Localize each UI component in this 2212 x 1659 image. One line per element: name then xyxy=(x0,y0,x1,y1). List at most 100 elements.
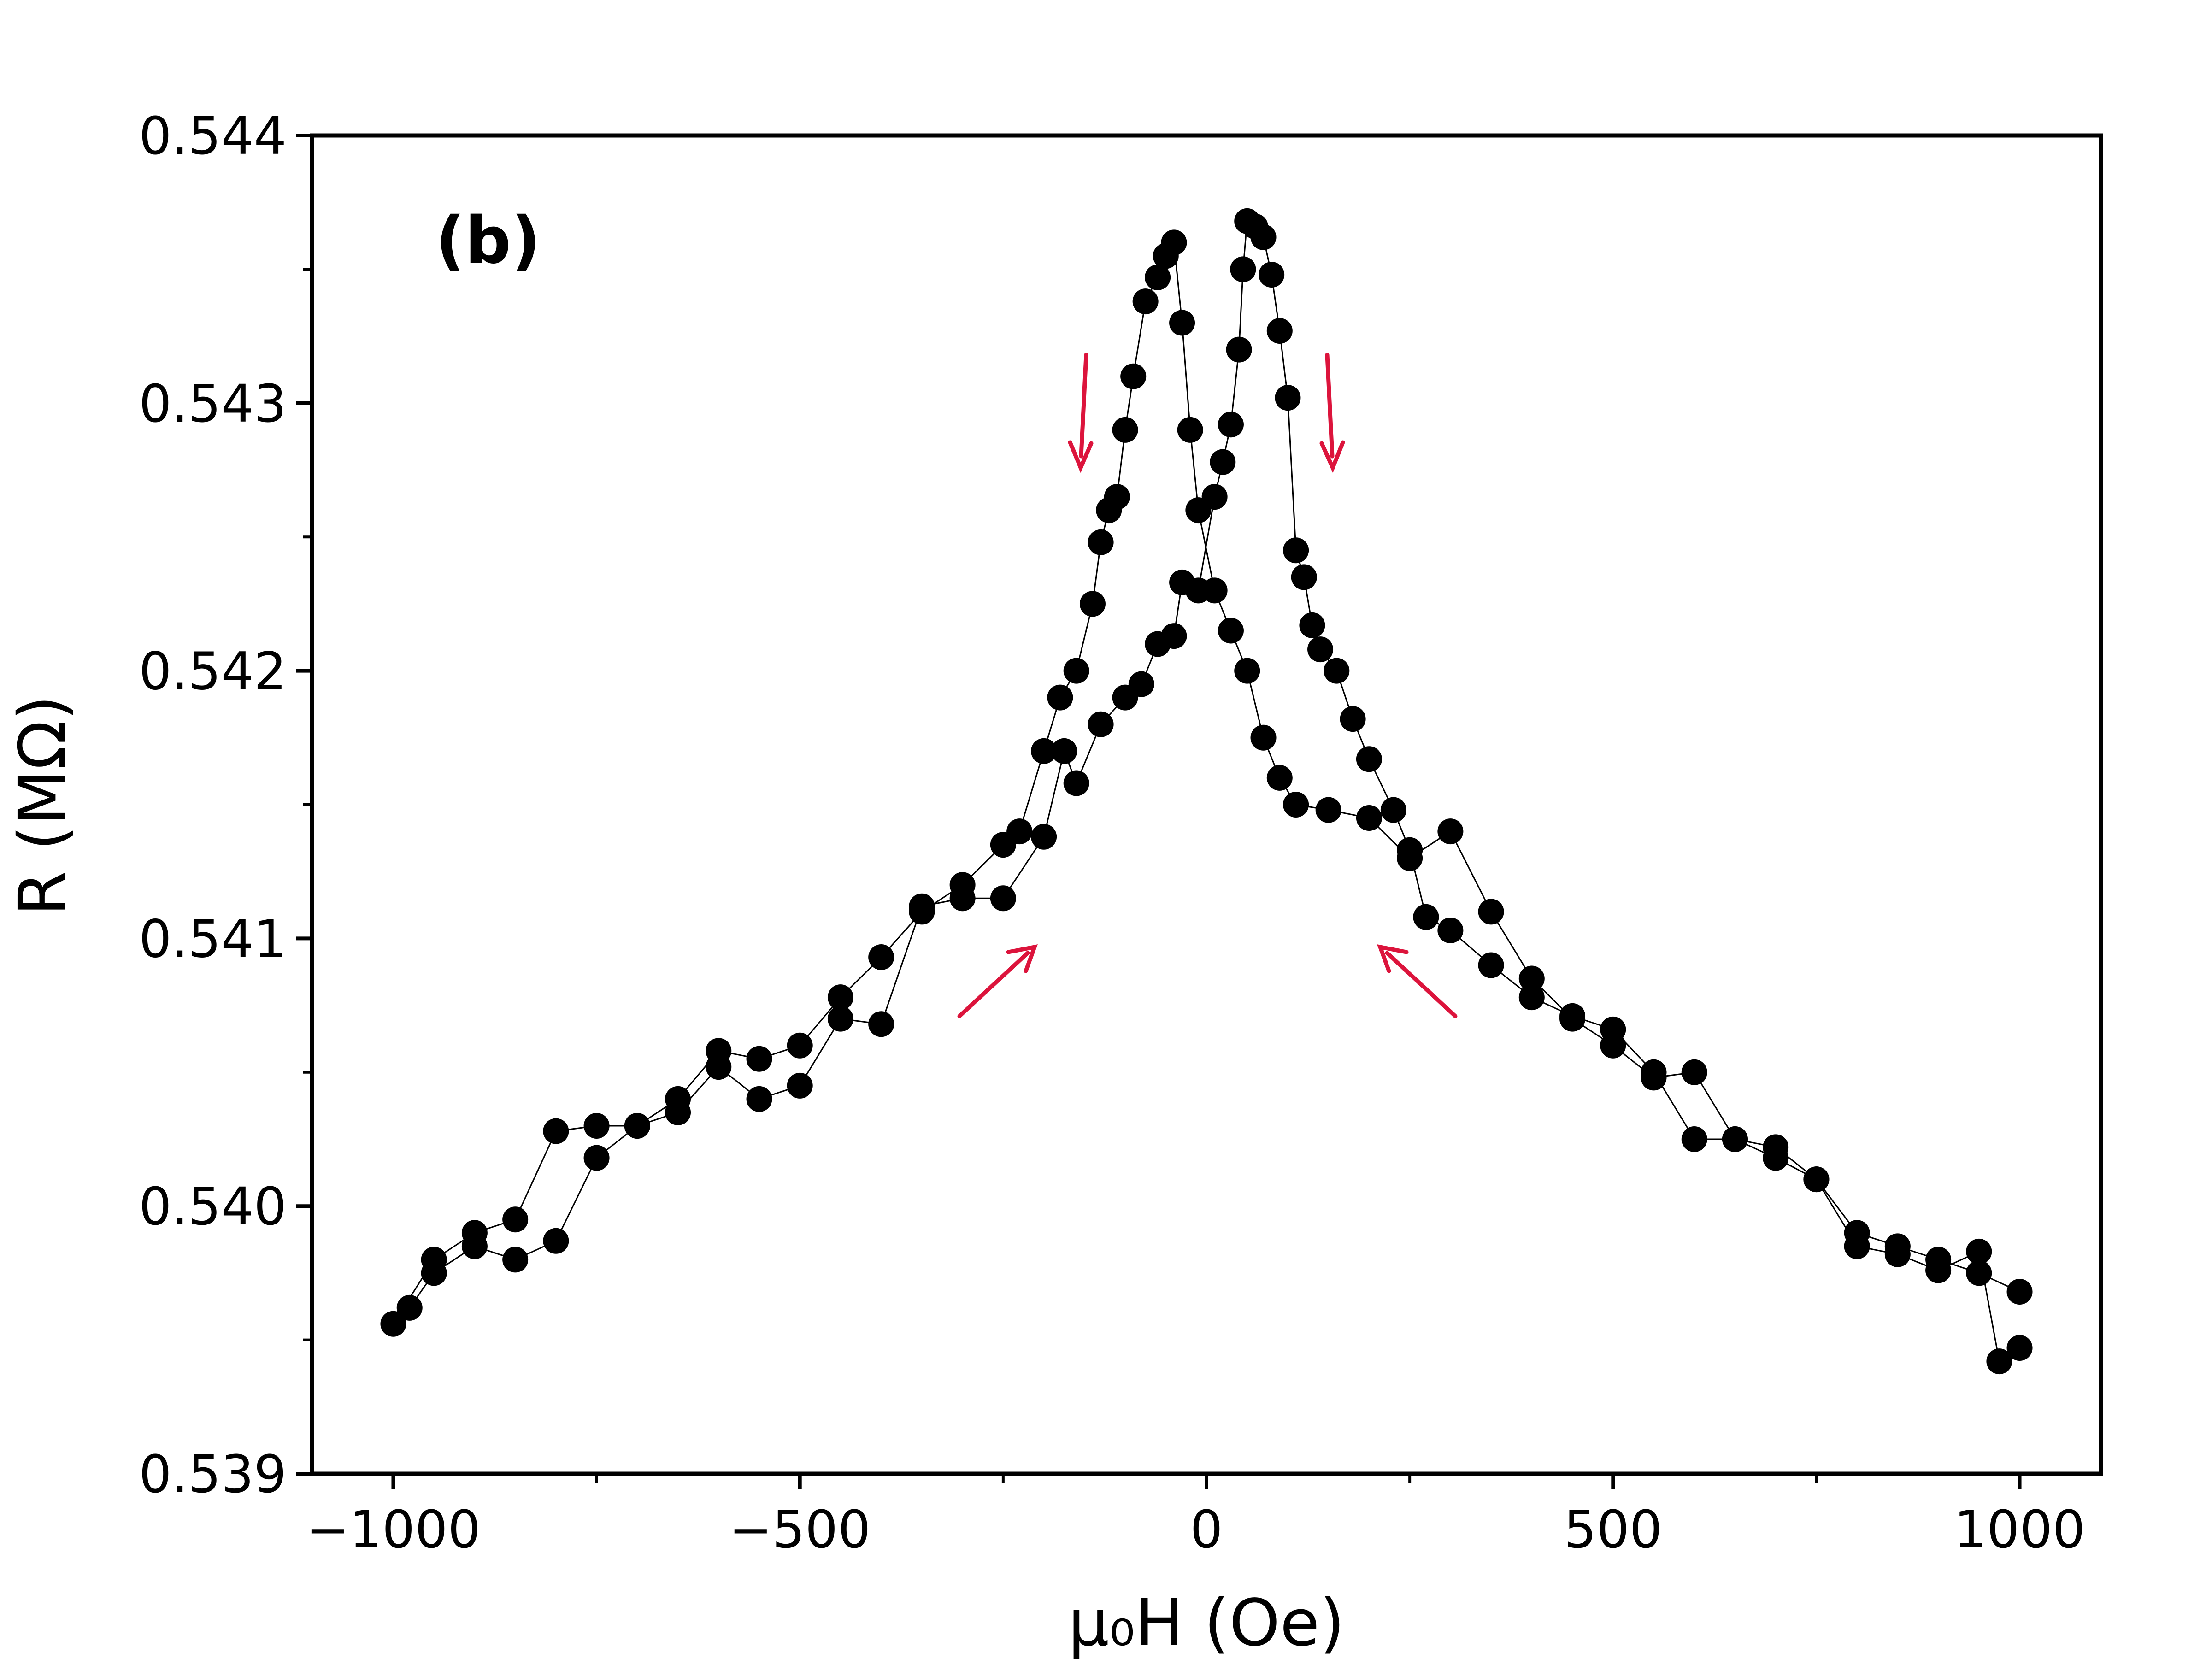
data-point xyxy=(1844,1233,1870,1259)
data-point xyxy=(1218,618,1244,644)
data-point xyxy=(1226,336,1252,363)
data-point xyxy=(1681,1126,1707,1152)
data-point xyxy=(1681,1059,1707,1085)
data-point xyxy=(949,885,976,912)
data-point xyxy=(2006,1279,2033,1305)
data-point xyxy=(787,1072,813,1099)
data-point xyxy=(1051,738,1077,764)
data-point xyxy=(1088,529,1114,555)
data-point xyxy=(1031,738,1057,764)
data-point xyxy=(1299,612,1325,638)
data-point xyxy=(1600,1016,1626,1042)
data-point xyxy=(2006,1335,2033,1361)
y-tick-label: 0.541 xyxy=(139,909,287,969)
data-point xyxy=(1259,262,1285,288)
x-tick-label: −1000 xyxy=(306,1500,481,1560)
data-point xyxy=(1283,537,1309,564)
data-point xyxy=(1380,797,1406,823)
y-tick-label: 0.539 xyxy=(139,1445,287,1505)
data-point xyxy=(1356,805,1382,831)
data-point xyxy=(1169,310,1195,336)
data-point xyxy=(543,1228,569,1254)
arrow xyxy=(1079,353,1088,459)
data-point xyxy=(1315,797,1341,823)
data-point xyxy=(1250,224,1277,250)
arrow-head xyxy=(1006,944,1038,973)
data-point xyxy=(868,1011,894,1037)
data-point xyxy=(1250,724,1277,751)
data-point xyxy=(1437,917,1464,943)
data-point xyxy=(1763,1145,1789,1171)
data-point xyxy=(665,1099,691,1125)
data-point xyxy=(990,885,1016,912)
data-point xyxy=(1088,711,1114,737)
data-point xyxy=(1966,1238,1992,1265)
data-point xyxy=(1234,658,1260,684)
data-point xyxy=(1437,818,1464,845)
data-point xyxy=(1340,706,1366,732)
data-point xyxy=(502,1247,529,1273)
data-point xyxy=(1291,564,1317,590)
data-point xyxy=(1031,824,1057,850)
data-point xyxy=(787,1032,813,1059)
data-point xyxy=(1275,385,1301,411)
data-point xyxy=(1120,363,1147,389)
arrow xyxy=(957,951,1030,1018)
data-point xyxy=(1210,449,1236,475)
y-tick-label: 0.542 xyxy=(139,642,287,702)
data-point xyxy=(1397,837,1423,863)
x-tick-label: −500 xyxy=(729,1500,871,1560)
data-point xyxy=(1063,658,1089,684)
data-point xyxy=(461,1233,488,1259)
data-point xyxy=(1079,591,1106,617)
data-point xyxy=(1559,1003,1586,1029)
x-tick-label: 0 xyxy=(1190,1500,1223,1560)
panel-label: (b) xyxy=(435,203,541,278)
data-point xyxy=(1132,288,1159,315)
arrows xyxy=(957,353,1458,1018)
data-point xyxy=(1266,765,1293,791)
data-point xyxy=(868,944,894,971)
data-point xyxy=(1145,264,1171,290)
data-point xyxy=(990,832,1016,858)
data-point xyxy=(746,1046,772,1072)
data-point xyxy=(624,1112,650,1139)
arrow xyxy=(1325,353,1335,459)
data-point xyxy=(1218,412,1244,438)
data-point xyxy=(1722,1126,1748,1152)
data-point xyxy=(1230,256,1256,282)
data-point xyxy=(1986,1348,2012,1375)
data-point xyxy=(1478,899,1504,925)
data-point xyxy=(1925,1257,1952,1283)
data-point xyxy=(583,1145,610,1171)
data-point xyxy=(1266,318,1293,344)
data-point xyxy=(583,1112,610,1139)
data-point xyxy=(1063,770,1089,796)
data-point xyxy=(1413,904,1439,930)
data-point xyxy=(1283,792,1309,818)
data-point xyxy=(421,1260,447,1286)
data-point xyxy=(1153,243,1179,269)
data-point xyxy=(380,1311,406,1337)
data-point xyxy=(1307,636,1334,663)
arrow-head xyxy=(1068,440,1094,473)
data-point xyxy=(1884,1241,1911,1267)
x-axis-label: μ₀H (Oe) xyxy=(1068,1586,1345,1659)
y-tick-label: 0.540 xyxy=(139,1177,287,1237)
data-point xyxy=(1641,1059,1667,1085)
data-point xyxy=(1324,658,1350,684)
data-point xyxy=(543,1118,569,1144)
data-point xyxy=(1518,965,1545,992)
data-point xyxy=(1185,577,1212,604)
data-point xyxy=(1356,746,1382,772)
data-point xyxy=(502,1206,529,1233)
data-point xyxy=(1047,684,1073,711)
series-line xyxy=(409,220,2020,1363)
data-point xyxy=(1201,484,1228,510)
y-tick-label: 0.543 xyxy=(139,374,287,434)
arrow-head xyxy=(1319,440,1345,473)
data-point xyxy=(827,984,853,1011)
data-point xyxy=(706,1054,732,1080)
data-point xyxy=(1803,1166,1830,1193)
